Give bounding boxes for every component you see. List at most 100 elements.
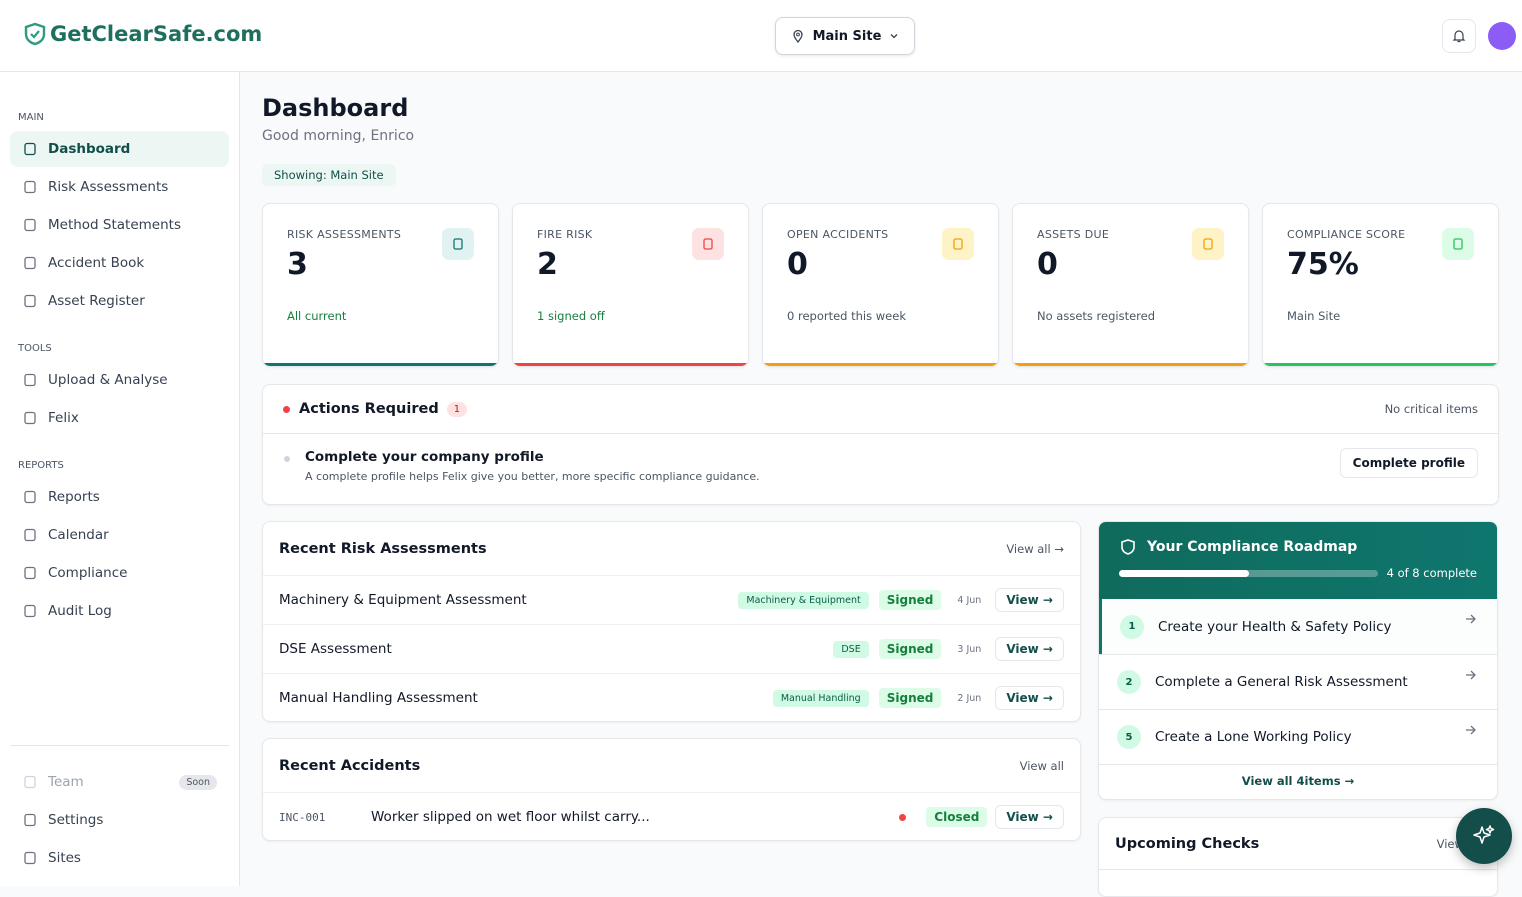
sparkle-icon [1473,825,1495,844]
accident-view[interactable]: View → [995,805,1064,829]
roadmap-view-all[interactable]: View all 4items → [1099,764,1497,788]
nav-item[interactable]: Team Soon [10,764,229,800]
nav-icon [24,218,36,232]
complete-profile-button[interactable]: Complete profile [1339,448,1478,478]
upcoming-panel: Upcoming Checks View all [1098,817,1498,897]
nav-item[interactable]: Settings [10,802,229,838]
nav-icon [24,294,36,308]
nav-item[interactable]: Felix [10,400,229,436]
nav-item[interactable]: Method Statements [10,207,229,243]
step-label: Create a Lone Working Policy [1155,729,1352,745]
nav-item[interactable]: Risk Assessments [10,169,229,205]
accident-id: INC-001 [279,810,326,824]
step-arrow [1465,724,1477,740]
nav-icon [24,851,36,865]
stat-label: OPEN ACCIDENTS [787,228,889,241]
arrow-icon [1466,614,1476,624]
risk-status: Signed [878,688,942,708]
stat-label: COMPLIANCE SCORE [1287,228,1406,241]
risk-view-all[interactable]: View all → [1006,541,1064,556]
stat-icon [942,228,974,260]
nav-label: Sites [48,850,81,866]
risk-tag: Machinery & Equipment [738,591,869,609]
stat-value: 0 [1037,247,1058,282]
stat-accent [763,363,998,366]
nav-item[interactable]: Accident Book [10,245,229,281]
severity-dot [899,813,907,821]
nav-item[interactable]: Calendar [10,517,229,553]
arrow-icon [1466,670,1476,680]
stat-value: 0 [787,247,808,282]
logo[interactable]: GetClearSafe.com [24,22,262,46]
risk-row: DSE Assessment DSE Signed 3 Jun View → [263,624,1080,673]
stat-accent [1013,363,1248,366]
nav-item[interactable]: Sites [10,840,229,876]
nav-icon [24,256,36,270]
accidents-view-all[interactable]: View all [1019,758,1064,773]
nav-item[interactable]: Audit Log [10,593,229,629]
nav-item[interactable]: Asset Register [10,283,229,319]
bell-icon [1452,30,1466,43]
sidebar-footer: Team Soon Settings Sites [10,745,229,878]
icon [703,238,713,250]
roadmap-step[interactable]: 1 Create your Health & Safety Policy [1099,599,1497,654]
risk-row: Machinery & Equipment Assessment Machiner… [263,575,1080,624]
pin-icon [792,29,803,43]
stat-card: RISK ASSESSMENTS 3 All current [262,203,499,367]
nav-label: Settings [48,812,104,828]
risk-tag: Manual Handling [772,689,869,707]
recent-risk-panel: Recent Risk Assessments View all → Machi… [262,521,1081,722]
sidebar: MAIN Dashboard Risk Assessments Method Stat… [0,72,240,886]
nav-icon [24,142,36,156]
stat-icon [1442,228,1474,260]
icon [1453,238,1463,250]
stat-accent [513,363,748,366]
nav-item[interactable]: Dashboard [10,131,229,167]
stat-accent [1263,363,1498,366]
stat-value: 75% [1287,247,1359,282]
roadmap-progress: 4 of 8 complete [1119,566,1477,580]
risk-rows: Machinery & Equipment Assessment Machiner… [263,575,1080,721]
actions-panel: Actions Required 1 No critical items Com… [262,384,1499,505]
roadmap-step[interactable]: 5 Create a Lone Working Policy [1099,709,1497,764]
notifications[interactable] [1442,19,1476,53]
progress-track [1119,569,1378,577]
risk-status: Signed [878,639,942,659]
nav-item[interactable]: Reports [10,479,229,515]
nav-label: Felix [48,410,79,426]
progress-fill [1119,569,1249,577]
felix-button[interactable] [1456,808,1512,864]
step-number: 5 [1117,725,1141,749]
risk-date: 4 Jun [957,594,982,606]
section-title: REPORTS [18,460,64,471]
roadmap-step[interactable]: 2 Complete a General Risk Assessment [1099,654,1497,709]
site-selector[interactable]: Main Site [775,17,915,55]
accidents-title: Recent Accidents [279,757,421,774]
risk-header: Recent Risk Assessments View all → [263,522,1080,575]
action-item: Complete your company profile A complete… [263,434,1498,483]
page-title: Dashboard [262,94,409,122]
risk-view[interactable]: View → [995,686,1064,710]
stat-icon [1192,228,1224,260]
upcoming-title: Upcoming Checks [1115,835,1260,852]
nav-label: Team [48,774,84,790]
step-number: 2 [1117,670,1141,694]
icon [453,238,463,250]
roadmap-panel: Your Compliance Roadmap 4 of 8 complete … [1098,521,1498,800]
risk-date: 3 Jun [957,643,982,655]
nav-item[interactable]: Upload & Analyse [10,362,229,398]
header: GetClearSafe.com Main Site [0,0,1522,72]
chevron [890,34,898,39]
risk-view[interactable]: View → [995,588,1064,612]
nav-label: Upload & Analyse [48,372,168,388]
stat-card: COMPLIANCE SCORE 75% Main Site [1262,203,1499,367]
arrow-icon [1466,725,1476,735]
icon [953,238,963,250]
nav-item[interactable]: Compliance [10,555,229,591]
avatar[interactable] [1488,22,1516,50]
stat-note: 1 signed off [537,309,605,323]
stat-card: ASSETS DUE 0 No assets registered [1012,203,1249,367]
risk-view[interactable]: View → [995,637,1064,661]
accident-row: INC-001 Worker slipped on wet floor whil… [263,792,1080,840]
